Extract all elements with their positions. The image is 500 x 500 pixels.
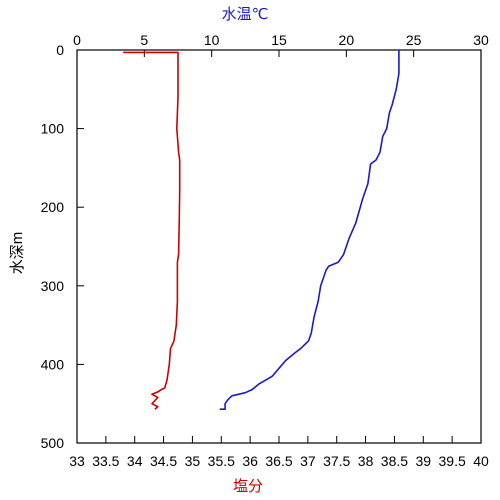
bottom-tick-label: 39.5 [439,453,466,469]
bottom-tick-label: 39 [415,453,431,469]
y-tick-label: 400 [41,356,65,372]
top-tick-label: 0 [73,32,81,48]
bottom-tick-label: 37.5 [323,453,350,469]
bottom-tick-label: 34.5 [150,453,177,469]
series-layer [123,50,400,411]
bottom-tick-label: 35.5 [208,453,235,469]
bottom-tick-label: 36.5 [265,453,292,469]
bottom-tick-label: 33 [69,453,85,469]
top-tick-label: 15 [271,32,287,48]
temperature-line [219,50,400,411]
bottom-axis-title: 塩分 [233,478,263,495]
y-tick-label: 500 [41,435,65,451]
top-tick-label: 10 [204,32,220,48]
top-tick-label: 30 [473,32,489,48]
y-tick-label: 200 [41,199,65,215]
bottom-tick-label: 40 [473,453,489,469]
bottom-tick-label: 38 [358,453,374,469]
bottom-tick-label: 35 [185,453,201,469]
top-tick-label: 25 [406,32,422,48]
top-tick-label: 20 [339,32,355,48]
bottom-tick-label: 36 [242,453,258,469]
bottom-tick-label: 33.5 [92,453,119,469]
salinity-line [123,51,181,410]
plot-frame [76,49,482,444]
y-tick-label: 100 [41,121,65,137]
y-tick-label: 300 [41,278,65,294]
top-tick-label: 5 [140,32,148,48]
bottom-tick-label: 38.5 [381,453,408,469]
bottom-tick-label: 37 [300,453,316,469]
tick-layer: 0 100 200 300 400 500 0 5 10 15 20 25 30 33 33.5 34 34.5… [41,32,489,469]
top-axis-title: 水温℃ [222,6,269,23]
y-tick-label: 0 [56,42,64,58]
left-axis-title: 水深m [9,232,26,275]
bottom-tick-label: 34 [127,453,143,469]
